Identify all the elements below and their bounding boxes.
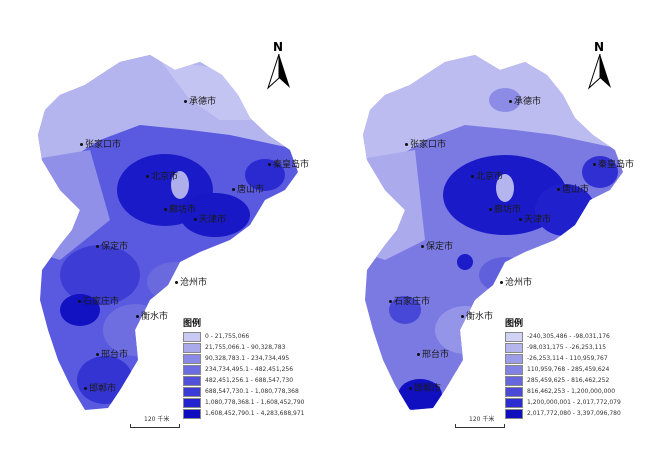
legend-item: 1,200,000,001 - 2,017,772,079 [505, 397, 629, 408]
legend-swatch [505, 397, 523, 408]
city-label: 沧州市 [175, 278, 207, 288]
scale-label: 120 千米 [144, 416, 170, 423]
legend-label: -98,031,175 - -26,253,115 [527, 344, 607, 351]
legend-item: -26,253,114 - 110,959,767 [505, 353, 629, 364]
city-label: 唐山市 [232, 185, 264, 195]
city-label: 石家庄市 [78, 297, 119, 307]
legend-label: 688,547,730.1 - 1,080,778,368 [205, 388, 299, 395]
north-label: N [594, 40, 605, 54]
legend-item: 90,328,783.1 - 234,734,495 [183, 353, 307, 364]
city-label: 北京市 [146, 172, 178, 182]
legend-label: 816,462,253 - 1,200,000,000 [527, 388, 616, 395]
north-arrow-icon [587, 54, 611, 90]
legend-right: 图例 -240,305,486 - -98,031,176 -98,031,175… [505, 316, 629, 419]
legend-item: 110,959,768 - 285,459,624 [505, 364, 629, 375]
scale-bar: 120 千米 [130, 414, 180, 428]
city-label: 石家庄市 [389, 297, 430, 307]
city-label: 北京市 [471, 172, 503, 182]
legend-swatch [183, 364, 201, 375]
legend-swatch [183, 408, 201, 419]
legend-swatch [183, 386, 201, 397]
legend-swatch [505, 331, 523, 342]
legend-item: 21,755,066.1 - 90,328,783 [183, 342, 307, 353]
scale-bar: 120 千米 [455, 414, 505, 428]
legend-label: 21,755,066.1 - 90,328,783 [205, 344, 286, 351]
legend-swatch [505, 386, 523, 397]
legend-label: 2,017,772,080 - 3,397,096,780 [527, 410, 621, 417]
legend-swatch [183, 397, 201, 408]
legend-label: 0 - 21,755,066 [205, 333, 250, 340]
legend-label: 482,451,256.1 - 688,547,730 [205, 377, 294, 384]
legend-item: -98,031,175 - -26,253,115 [505, 342, 629, 353]
north-arrow-icon [266, 54, 290, 90]
legend-swatch [505, 364, 523, 375]
map-left: 承德市 张家口市 秦皇岛市 北京市 唐山市 天津市 廊坊市 保定市 沧州市 石家… [38, 40, 309, 428]
north-label: N [273, 40, 284, 54]
north-arrow: N [587, 40, 613, 90]
legend-item: 1,080,778,368.1 - 1,608,452,790 [183, 397, 307, 408]
legend-item: 482,451,256.1 - 688,547,730 [183, 375, 307, 386]
legend-swatch [505, 342, 523, 353]
city-label: 张家口市 [405, 140, 446, 150]
legend-left: 图例 0 - 21,755,066 21,755,066.1 - 90,328,7… [183, 316, 307, 419]
legend-item: 688,547,730.1 - 1,080,778,368 [183, 386, 307, 397]
left-region-map [38, 55, 298, 410]
city-label: 天津市 [194, 215, 226, 225]
legend-item: 0 - 21,755,066 [183, 331, 307, 342]
north-arrow: N [266, 40, 292, 90]
city-label: 邯郸市 [409, 384, 441, 394]
legend-label: 1,608,452,790.1 - 4,283,688,971 [205, 410, 305, 417]
legend-swatch [183, 353, 201, 364]
city-label: 保定市 [421, 242, 453, 252]
city-label: 廊坊市 [489, 205, 521, 215]
legend-item: 1,608,452,790.1 - 4,283,688,971 [183, 408, 307, 419]
city-label: 天津市 [519, 215, 551, 225]
city-label: 廊坊市 [164, 205, 196, 215]
city-label: 邯郸市 [84, 384, 116, 394]
legend-swatch [505, 408, 523, 419]
city-label: 衡水市 [461, 312, 493, 322]
legend-item: 285,459,625 - 816,462,252 [505, 375, 629, 386]
legend-label: -26,253,114 - 110,959,767 [527, 355, 608, 362]
legend-label: 285,459,625 - 816,462,252 [527, 377, 610, 384]
legend-item: 234,734,495.1 - 482,451,256 [183, 364, 307, 375]
city-label: 沧州市 [500, 278, 532, 288]
legend-item: 816,462,253 - 1,200,000,000 [505, 386, 629, 397]
legend-label: -240,305,486 - -98,031,176 [527, 333, 610, 340]
right-region-map [363, 55, 623, 410]
legend-item: -240,305,486 - -98,031,176 [505, 331, 629, 342]
legend-swatch [505, 375, 523, 386]
legend-swatch [183, 342, 201, 353]
city-label: 张家口市 [80, 140, 121, 150]
legend-label: 90,328,783.1 - 234,734,495 [205, 355, 290, 362]
scale-label: 120 千米 [469, 416, 495, 423]
legend-item: 2,017,772,080 - 3,397,096,780 [505, 408, 629, 419]
city-label: 邢台市 [96, 350, 128, 360]
map-right: 承德市 张家口市 秦皇岛市 北京市 唐山市 天津市 廊坊市 保定市 沧州市 石家… [325, 0, 650, 460]
city-label: 秦皇岛市 [593, 160, 634, 170]
legend-label: 1,080,778,368.1 - 1,608,452,790 [205, 399, 305, 406]
city-label: 承德市 [509, 97, 541, 107]
city-label: 秦皇岛市 [268, 160, 309, 170]
legend-title: 图例 [183, 319, 202, 329]
city-label: 唐山市 [557, 185, 589, 195]
city-label: 保定市 [96, 242, 128, 252]
legend-label: 234,734,495.1 - 482,451,256 [205, 366, 294, 373]
legend-label: 1,200,000,001 - 2,017,772,079 [527, 399, 621, 406]
legend-swatch [505, 353, 523, 364]
legend-swatch [183, 331, 201, 342]
legend-swatch [183, 375, 201, 386]
city-label: 衡水市 [136, 312, 168, 322]
legend-label: 110,959,768 - 285,459,624 [527, 366, 610, 373]
city-label: 邢台市 [417, 350, 449, 360]
city-label: 承德市 [184, 97, 216, 107]
legend-title: 图例 [505, 319, 524, 329]
